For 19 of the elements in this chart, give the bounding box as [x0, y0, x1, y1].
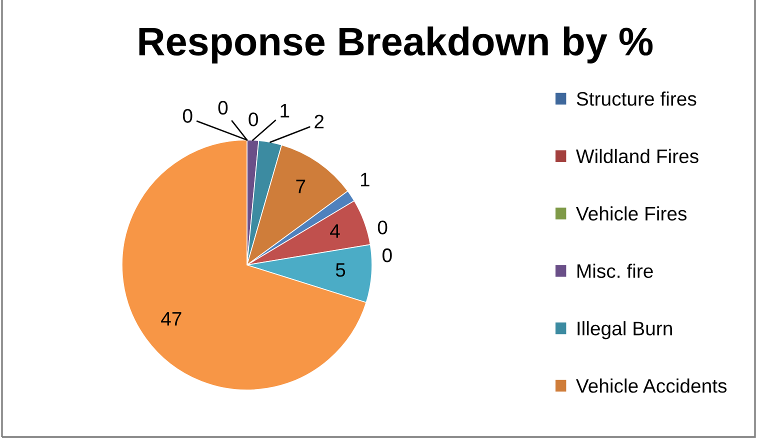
data-label: 4: [330, 224, 340, 238]
chart-title: Response Breakdown by %: [139, 26, 653, 64]
data-label: 1: [280, 104, 290, 118]
data-label: 1: [360, 172, 370, 186]
legend-label: Vehicle Accidents: [576, 378, 727, 393]
legend-label: Structure fires: [576, 92, 696, 106]
text: 0: [378, 220, 388, 234]
legend-label: Wildland Fires: [576, 148, 698, 164]
legend-label: Illegal Burn: [578, 321, 672, 340]
text: 0: [382, 248, 392, 262]
legend-label: Vehicle Fires: [576, 206, 687, 221]
data-label: 2: [314, 114, 324, 128]
text: 0: [182, 109, 192, 123]
data-label: 47: [161, 312, 182, 326]
text: 0: [218, 100, 228, 115]
data-label: 5: [336, 263, 346, 277]
data-label: 7: [296, 180, 306, 194]
text: 0: [248, 112, 258, 126]
legend-label: Misc. fire: [578, 264, 653, 278]
